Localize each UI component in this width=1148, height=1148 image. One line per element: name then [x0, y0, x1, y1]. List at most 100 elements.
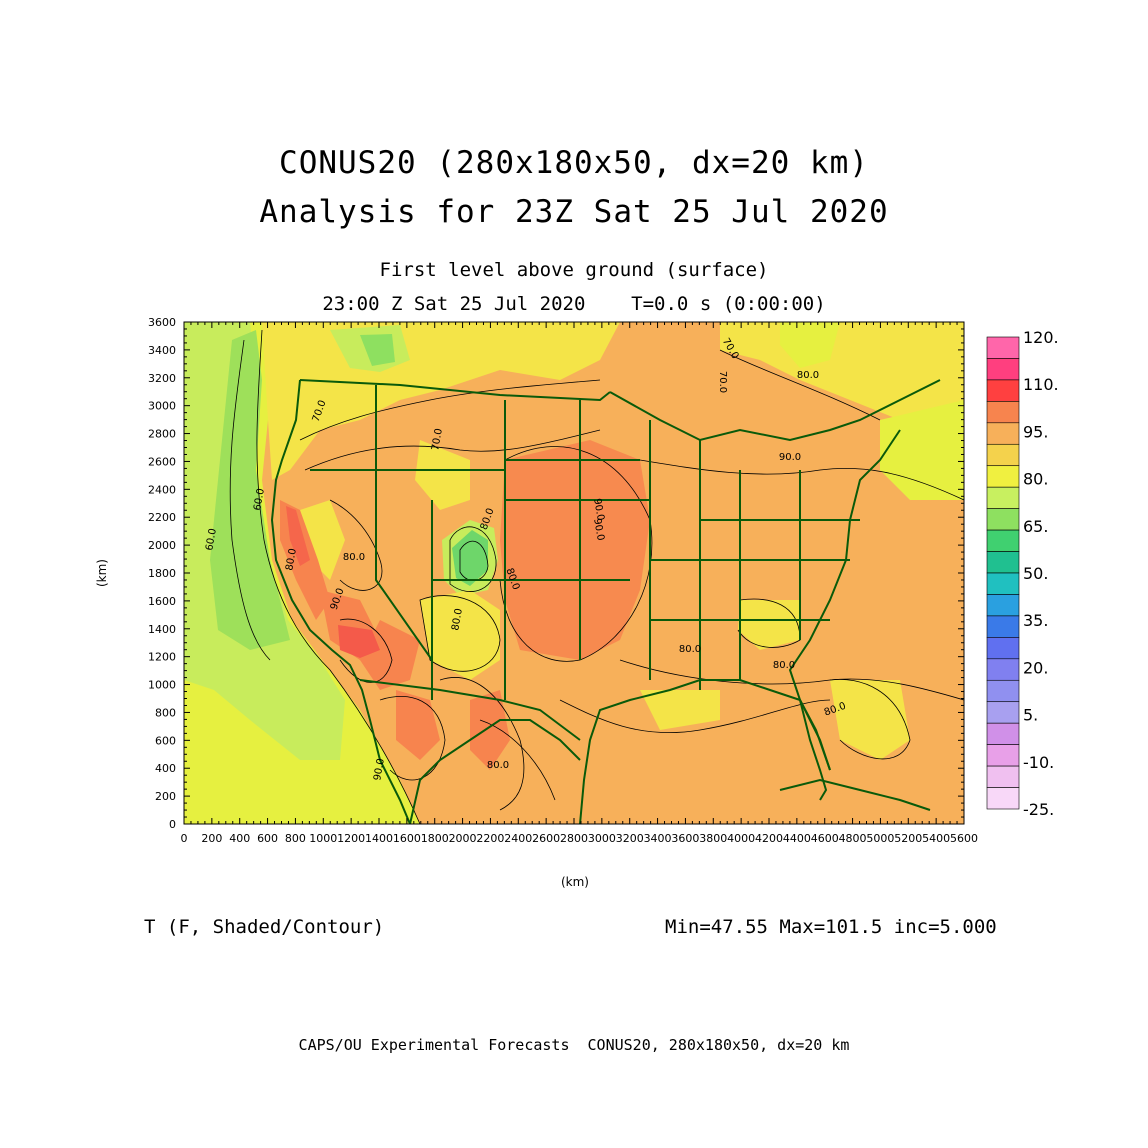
colorbar-swatch — [986, 465, 1020, 488]
y-tick-label: 3200 — [148, 372, 176, 385]
y-axis: 0 200 400 600 800 1000 1200 1400 1600 1800 2000 220… — [148, 316, 964, 831]
y-tick-label: 3400 — [148, 344, 176, 357]
x-tick-label: 1200 — [337, 832, 365, 845]
y-tick-label: 1200 — [148, 651, 176, 664]
y-tick-label: 1600 — [148, 595, 176, 608]
x-tick-label: 4200 — [755, 832, 783, 845]
contour-label: 80.0 — [450, 608, 465, 632]
contour-label: 80.0 — [679, 644, 701, 655]
contour-label: 90.0 — [779, 452, 801, 463]
stats-label: Min=47.55 Max=101.5 inc=5.000 — [665, 916, 997, 938]
colorbar-swatch — [986, 336, 1020, 359]
colorbar-label: 35. — [1023, 611, 1048, 630]
x-tick-label: 4000 — [727, 832, 755, 845]
colorbar-swatch — [986, 765, 1020, 788]
main-title: CONUS20 (280x180x50, dx=20 km) — [279, 145, 869, 181]
x-tick-label: 1600 — [393, 832, 421, 845]
x-tick-label: 5400 — [922, 832, 950, 845]
x-tick-label: 5200 — [894, 832, 922, 845]
y-tick-label: 3000 — [148, 400, 176, 413]
x-tick-label: 3800 — [699, 832, 727, 845]
colorbar-swatch — [986, 443, 1020, 467]
x-tick-label: 2800 — [560, 832, 588, 845]
colorbar: 120. 110. 95. 80. 65. 50. 35. 20. 5. -10. -25. — [986, 328, 1059, 819]
y-tick-label: 2000 — [148, 539, 176, 552]
colorbar-label: 65. — [1023, 517, 1048, 536]
contour-label: 60.0 — [252, 488, 267, 512]
colorbar-label: 80. — [1023, 470, 1048, 489]
colorbar-swatch — [986, 422, 1020, 445]
x-tick-label: 2600 — [532, 832, 560, 845]
x-tick-label: 5600 — [950, 832, 978, 845]
x-tick-label: 5000 — [866, 832, 894, 845]
y-tick-label: 800 — [155, 706, 176, 719]
y-tick-label: 2600 — [148, 455, 176, 468]
y-tick-label: 2200 — [148, 511, 176, 524]
variable-label: T (F, Shaded/Contour) — [144, 916, 385, 938]
x-tick-label: 800 — [285, 832, 306, 845]
colorbar-swatch — [986, 379, 1020, 402]
colorbar-swatch — [986, 787, 1020, 810]
colorbar-swatch — [986, 679, 1020, 703]
colorbar-swatch — [986, 486, 1020, 509]
x-tick-label: 1000 — [309, 832, 337, 845]
y-tick-label: 0 — [169, 818, 176, 831]
boundaries — [270, 379, 941, 824]
contour-label: 60.0 — [204, 528, 219, 552]
colorbar-swatch — [986, 658, 1020, 681]
contour-label: 70.0 — [717, 371, 728, 393]
colorbar-swatch — [986, 508, 1020, 531]
level-subtitle: First level above ground (surface) — [379, 259, 769, 281]
colorbar-swatch — [986, 722, 1020, 745]
y-tick-label: 2400 — [148, 483, 176, 496]
colorbar-label: 95. — [1023, 422, 1048, 441]
contour-label: 80.0 — [773, 660, 795, 671]
x-axis-unit: (km) — [561, 875, 589, 889]
contour-label: 90.0 — [372, 758, 387, 782]
y-tick-label: 1000 — [148, 679, 176, 692]
contour-label: 70.0 — [430, 428, 445, 452]
x-tick-label: 3400 — [644, 832, 672, 845]
x-tick-label: 400 — [229, 832, 250, 845]
credit-line: CAPS/OU Experimental Forecasts CONUS20, … — [298, 1036, 850, 1054]
colorbar-label: 50. — [1023, 564, 1048, 583]
colorbar-swatch — [986, 529, 1020, 552]
x-tick-label: 2400 — [504, 832, 532, 845]
contour-label: 80.0 — [343, 552, 365, 563]
y-axis-unit: (km) — [95, 559, 109, 587]
colorbar-swatch — [986, 744, 1020, 767]
y-tick-label: 400 — [155, 762, 176, 775]
y-tick-label: 2800 — [148, 428, 176, 441]
contour-label: 90.0 — [591, 498, 606, 522]
colorbar-label: 120. — [1023, 328, 1059, 347]
x-tick-label: 3600 — [671, 832, 699, 845]
colorbar-label: 5. — [1023, 706, 1038, 725]
x-tick-label: 2000 — [449, 832, 477, 845]
x-axis: 0 200 400 600 800 1000 1200 1400 1600 1800 2000 220… — [181, 322, 978, 845]
x-tick-label: 3200 — [616, 832, 644, 845]
analysis-title: Analysis for 23Z Sat 25 Jul 2020 — [259, 194, 889, 230]
y-tick-label: 600 — [155, 734, 176, 747]
temperature-field — [184, 322, 964, 824]
contour-label: 90.0 — [591, 518, 606, 542]
colorbar-swatch — [986, 358, 1020, 381]
contour-label: 80.0 — [284, 548, 299, 572]
y-tick-label: 3600 — [148, 316, 176, 329]
time-subtitle: 23:00 Z Sat 25 Jul 2020 T=0.0 s (0:00:00… — [322, 293, 826, 315]
colorbar-swatch — [986, 551, 1020, 574]
x-tick-label: 600 — [257, 832, 278, 845]
colorbar-label: 20. — [1023, 658, 1048, 677]
colorbar-label: 110. — [1023, 375, 1059, 394]
x-tick-label: 3000 — [588, 832, 616, 845]
y-tick-label: 200 — [155, 790, 176, 803]
x-tick-label: 2200 — [476, 832, 504, 845]
y-tick-label: 1400 — [148, 623, 176, 636]
colorbar-swatch — [986, 615, 1020, 638]
x-tick-label: 1400 — [365, 832, 393, 845]
x-tick-label: 1800 — [421, 832, 449, 845]
colorbar-swatch — [986, 701, 1020, 724]
x-tick-label: 200 — [201, 832, 222, 845]
colorbar-swatch — [986, 637, 1020, 660]
x-tick-label: 0 — [181, 832, 188, 845]
